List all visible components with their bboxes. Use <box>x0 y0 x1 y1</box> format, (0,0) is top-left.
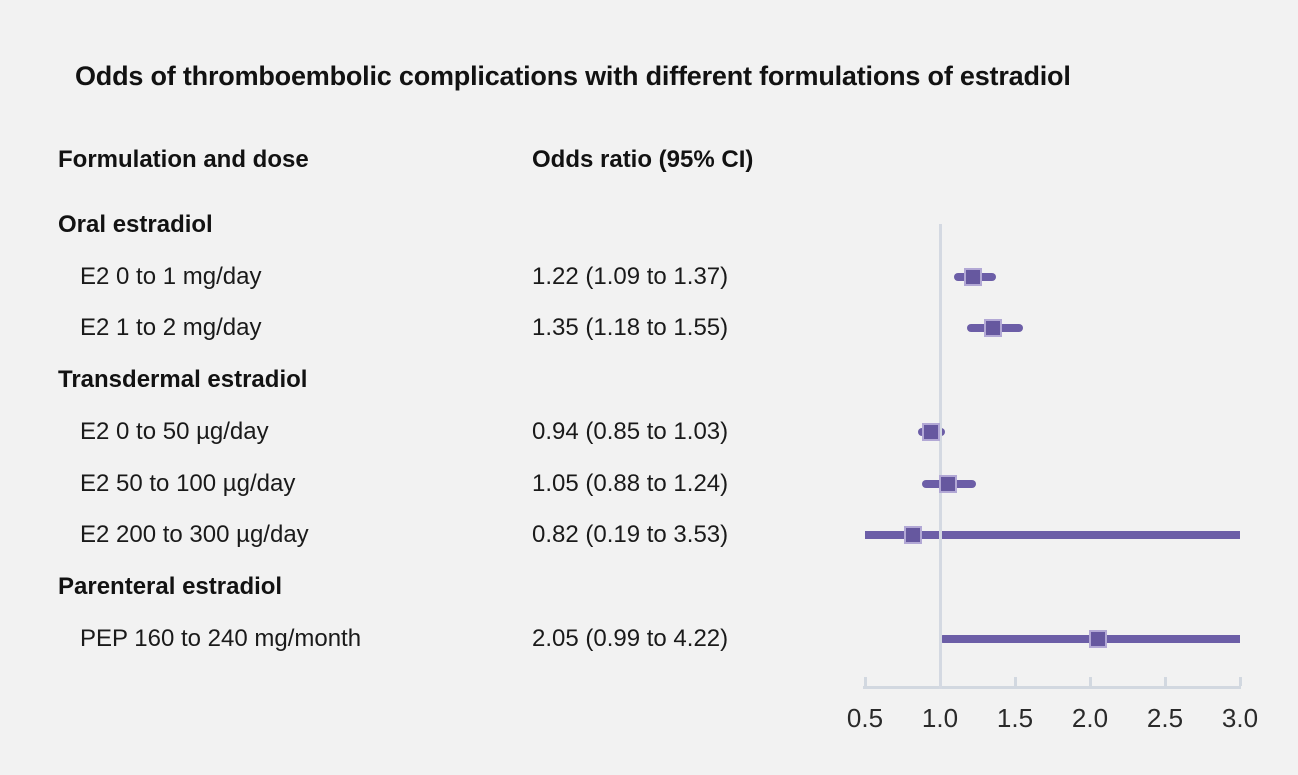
x-axis-line <box>863 686 1241 689</box>
row-label-group: Transdermal estradiol <box>58 366 308 394</box>
odds-ratio-square-marker <box>904 526 922 545</box>
row-value-odds-ratio: 2.05 (0.99 to 4.22) <box>532 624 729 652</box>
x-axis-tick <box>1013 677 1017 686</box>
x-axis-tick-label: 2.5 <box>1146 703 1184 733</box>
row-value-odds-ratio: 1.35 (1.18 to 1.55) <box>532 314 729 342</box>
chart-title: Odds of thromboembolic complications wit… <box>75 61 1071 91</box>
column-header-formulation: Formulation and dose <box>58 146 309 173</box>
x-axis-tick-label: 1.5 <box>996 703 1034 733</box>
row-label: PEP 160 to 240 mg/month <box>80 624 362 652</box>
x-axis-tick <box>1238 677 1242 686</box>
odds-ratio-square-marker <box>1088 629 1107 648</box>
odds-ratio-square-marker <box>964 267 982 286</box>
row-label-group: Parenteral estradiol <box>58 572 283 600</box>
row-value-odds-ratio: 0.94 (0.85 to 1.03) <box>532 417 729 445</box>
reference-line-1-0 <box>938 224 942 689</box>
column-header-odds-ratio: Odds ratio (95% CI) <box>532 146 754 173</box>
odds-ratio-square-marker <box>922 422 940 441</box>
row-value-odds-ratio: 0.82 (0.19 to 3.53) <box>532 521 729 549</box>
x-axis-tick-label: 0.5 <box>846 703 884 733</box>
odds-ratio-square-marker <box>938 474 957 493</box>
confidence-interval-bar <box>865 531 1240 540</box>
row-label: E2 50 to 100 µg/day <box>80 469 296 497</box>
row-value-odds-ratio: 1.05 (0.88 to 1.24) <box>532 469 729 497</box>
x-axis-tick-label: 3.0 <box>1221 703 1259 733</box>
odds-ratio-square-marker <box>983 319 1002 338</box>
row-label: E2 200 to 300 µg/day <box>80 521 309 549</box>
row-value-odds-ratio: 1.22 (1.09 to 1.37) <box>532 262 729 290</box>
x-axis-tick <box>863 677 867 686</box>
row-label: E2 0 to 50 µg/day <box>80 417 269 445</box>
x-axis-tick-label: 2.0 <box>1071 703 1109 733</box>
row-label: E2 0 to 1 mg/day <box>80 262 262 290</box>
x-axis-tick-label: 1.0 <box>921 703 959 733</box>
row-label: E2 1 to 2 mg/day <box>80 314 262 342</box>
x-axis-tick <box>1163 677 1167 686</box>
row-label-group: Oral estradiol <box>58 211 213 238</box>
x-axis-tick <box>1088 677 1092 686</box>
